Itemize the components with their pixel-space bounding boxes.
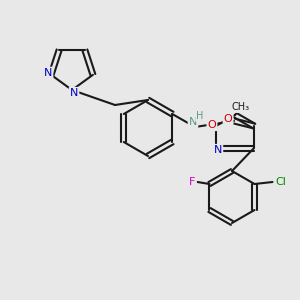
Text: N: N	[189, 117, 197, 127]
Text: CH₃: CH₃	[232, 102, 250, 112]
Text: Cl: Cl	[275, 177, 286, 187]
Text: N: N	[214, 145, 222, 155]
Text: O: O	[208, 120, 216, 130]
Text: F: F	[189, 177, 196, 187]
Text: N: N	[44, 68, 52, 78]
Text: O: O	[224, 114, 233, 124]
Text: H: H	[196, 111, 204, 121]
Text: N: N	[70, 88, 78, 98]
